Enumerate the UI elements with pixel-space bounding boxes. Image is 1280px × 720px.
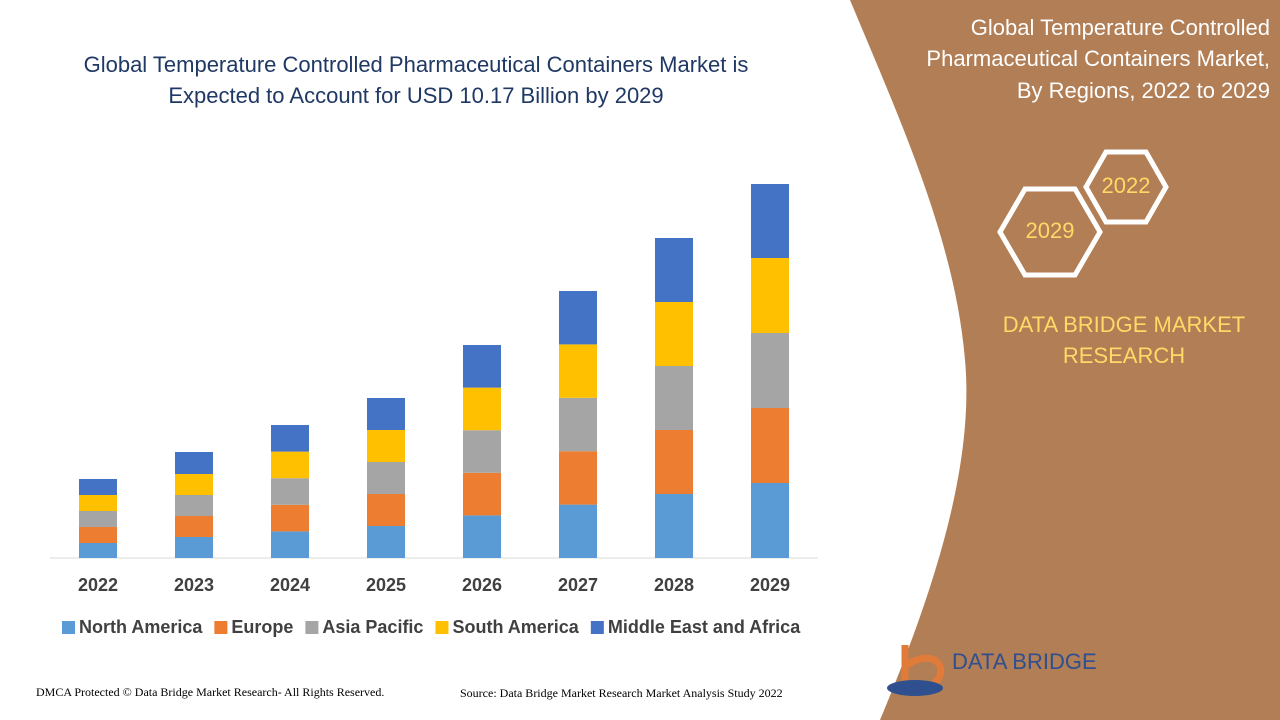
bar-segment bbox=[751, 483, 789, 558]
bar-segment bbox=[463, 387, 501, 431]
bar-segment bbox=[79, 479, 117, 495]
x-tick-label: 2023 bbox=[174, 575, 214, 595]
bar-segment bbox=[463, 515, 501, 558]
bar-segment bbox=[79, 511, 117, 527]
legend-label: Europe bbox=[231, 617, 293, 637]
hex-year: 2022 bbox=[1102, 173, 1151, 198]
legend-label: North America bbox=[79, 617, 203, 637]
hexagon bbox=[1083, 149, 1169, 225]
bar-segment bbox=[271, 425, 309, 452]
legend-label: South America bbox=[452, 617, 579, 637]
bar-segment bbox=[751, 408, 789, 483]
legend-swatch bbox=[590, 621, 604, 634]
bar-segment bbox=[175, 495, 213, 516]
legend-swatch bbox=[305, 621, 319, 634]
bar-segment bbox=[751, 184, 789, 258]
bar-segment bbox=[367, 526, 405, 558]
bar-segment bbox=[367, 430, 405, 462]
logo-icon bbox=[887, 680, 943, 696]
bar-segment bbox=[655, 302, 693, 366]
bar-segment bbox=[79, 527, 117, 543]
bar-segment bbox=[79, 543, 117, 558]
legend-label: Asia Pacific bbox=[322, 617, 423, 637]
bar-segment bbox=[655, 494, 693, 558]
bar-segment bbox=[463, 430, 501, 473]
legend-label: Middle East and Africa bbox=[608, 617, 801, 637]
source: Source: Data Bridge Market Research Mark… bbox=[460, 686, 783, 700]
bar-segment bbox=[463, 345, 501, 388]
bar-segment bbox=[271, 531, 309, 558]
panel-title: Global Temperature Controlled bbox=[971, 15, 1270, 40]
x-tick-label: 2028 bbox=[654, 575, 694, 595]
bar-segment bbox=[655, 238, 693, 302]
brand: RESEARCH bbox=[1063, 343, 1185, 368]
logo-text: DATA BRIDGE bbox=[952, 649, 1097, 674]
bar-segment bbox=[79, 495, 117, 511]
bar-segment bbox=[367, 494, 405, 526]
bar-segment bbox=[751, 333, 789, 408]
bar-segment bbox=[271, 504, 309, 532]
bar-segment bbox=[271, 478, 309, 505]
bar-segment bbox=[559, 344, 597, 398]
x-tick-label: 2025 bbox=[366, 575, 406, 595]
x-tick-label: 2029 bbox=[750, 575, 790, 595]
bar-segment bbox=[655, 366, 693, 430]
panel-title: Pharmaceutical Containers Market, bbox=[926, 46, 1270, 71]
bar-segment bbox=[655, 430, 693, 494]
bar-segment bbox=[751, 258, 789, 333]
side-panel bbox=[850, 0, 1280, 720]
bar-segment bbox=[463, 472, 501, 516]
bar-segment bbox=[175, 516, 213, 537]
hexagon bbox=[997, 186, 1103, 278]
bar-segment bbox=[559, 451, 597, 505]
bar-segment bbox=[175, 452, 213, 474]
brand: DATA BRIDGE MARKET bbox=[1003, 312, 1245, 337]
chart-title: Global Temperature Controlled Pharmaceut… bbox=[84, 52, 749, 108]
bar-segment bbox=[175, 537, 213, 558]
bar-segment bbox=[559, 291, 597, 345]
legend-swatch bbox=[214, 621, 228, 634]
legend-swatch bbox=[435, 621, 449, 634]
x-tick-label: 2026 bbox=[462, 575, 502, 595]
legend-swatch bbox=[62, 621, 75, 634]
x-tick-label: 2022 bbox=[78, 575, 118, 595]
bar-segment bbox=[559, 397, 597, 452]
bar-segment bbox=[367, 462, 405, 494]
x-tick-label: 2024 bbox=[270, 575, 310, 595]
hex-year: 2029 bbox=[1026, 218, 1075, 243]
bar-segment bbox=[367, 398, 405, 430]
bar-segment bbox=[271, 451, 309, 479]
copyright: DMCA Protected © Data Bridge Market Rese… bbox=[36, 685, 384, 699]
bar-segment bbox=[559, 504, 597, 558]
panel-title: By Regions, 2022 to 2029 bbox=[1017, 78, 1270, 103]
x-tick-label: 2027 bbox=[558, 575, 598, 595]
bar-segment bbox=[175, 474, 213, 495]
